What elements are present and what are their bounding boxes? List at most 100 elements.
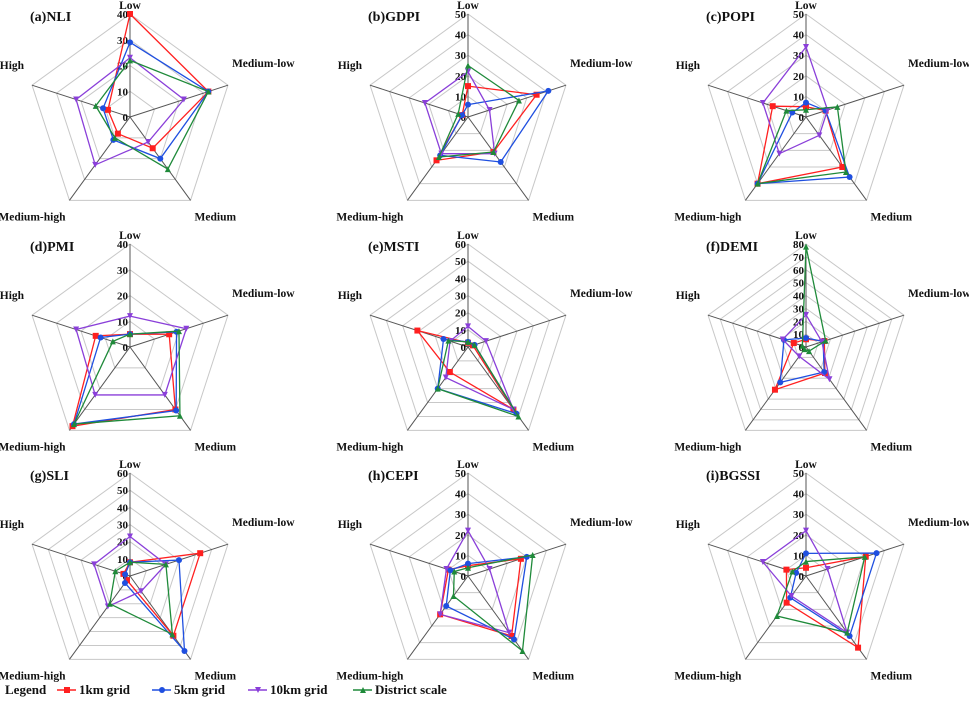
tick-label: 40 [455, 273, 467, 285]
grid-ring [31, 243, 229, 431]
axis-line [369, 84, 469, 118]
data-point-10km [437, 611, 444, 618]
series-line-district [109, 561, 174, 636]
data-point-5km [803, 334, 809, 341]
grid-ring [727, 492, 885, 644]
data-point-10km [442, 374, 449, 381]
grid-ring [756, 294, 856, 390]
tick-label: 60 [793, 265, 805, 277]
axis-label: High [0, 290, 25, 302]
tick-label: 10 [455, 550, 467, 562]
data-point-10km [92, 391, 99, 398]
data-point-district [803, 106, 809, 113]
tick-label: 60 [455, 239, 467, 251]
grid-ring [389, 492, 547, 644]
tick-label: 40 [455, 30, 467, 42]
data-point-district [164, 166, 171, 173]
axis-label: High [338, 60, 363, 72]
data-point-district [801, 346, 808, 353]
tick-label: 10 [793, 329, 805, 341]
axis-label: Medium-low [908, 517, 969, 529]
grid-ring [434, 312, 502, 376]
grid-ring [707, 243, 905, 431]
axis-label: Medium-high [336, 670, 404, 682]
axis-label: Medium [871, 441, 913, 453]
tick-label: 40 [117, 9, 129, 21]
axis-label: Medium [195, 441, 237, 453]
data-point-10km [73, 326, 80, 333]
data-point-10km [788, 592, 795, 599]
data-point-5km [873, 550, 880, 557]
tick-label: 20 [455, 308, 467, 320]
data-point-district [445, 337, 452, 344]
axis-label: Low [457, 0, 479, 12]
data-point-10km [183, 325, 190, 332]
data-point-10km [486, 565, 493, 572]
series-line-district [776, 556, 866, 634]
tick-label: 50 [455, 468, 467, 480]
tick-label: 30 [455, 50, 467, 62]
data-point-1km [127, 11, 133, 17]
grid-ring [744, 282, 868, 400]
data-point-1km [769, 103, 776, 110]
tick-label: 50 [455, 256, 467, 268]
data-point-district [773, 612, 780, 619]
data-point-1km [433, 157, 440, 164]
data-point-1km [166, 331, 173, 338]
axis-label: Medium-high [0, 441, 66, 453]
data-point-10km [443, 565, 450, 572]
axis-label: High [0, 60, 25, 72]
radar-chart-gsli: LowMedium-lowMediumMedium-highHigh010203… [0, 459, 295, 682]
chart-title: (f)DEMI [706, 240, 758, 255]
series-line-10km [445, 325, 515, 411]
tick-label: 30 [117, 35, 129, 47]
chart-title: (h)CEPI [368, 469, 419, 484]
data-point-1km [533, 91, 540, 98]
series-line-district [72, 330, 181, 425]
axis-line [69, 575, 131, 660]
data-point-1km [446, 368, 453, 375]
tick-label: 0 [799, 112, 805, 124]
tick-label: 0 [799, 571, 805, 583]
tick-label: 40 [455, 489, 467, 501]
tick-label: 20 [117, 61, 129, 73]
data-point-5km [97, 334, 104, 341]
data-point-district [803, 558, 809, 565]
chart-title: (c)POPI [706, 10, 755, 25]
axis-label: Medium-low [232, 288, 295, 300]
legend-label-district: District scale [375, 682, 447, 697]
axis-line [69, 346, 131, 431]
tick-label: 80 [793, 239, 805, 251]
data-point-5km [803, 99, 809, 106]
data-point-district [70, 421, 77, 428]
axis-line [805, 543, 905, 577]
radar-chart-hcepi: Low Medium-low Medium Medium-high High 0 10 20 3… [336, 459, 633, 682]
data-point-district [789, 568, 796, 575]
data-point-10km [465, 323, 471, 330]
data-point-10km [826, 376, 833, 383]
grid-ring [385, 260, 551, 417]
radar-chart-cpopi: LowMedium-lowMediumMedium-highHigh010203… [674, 0, 969, 223]
data-point-district [519, 647, 526, 654]
data-point-5km [181, 647, 188, 654]
tick-label: 0 [461, 342, 467, 354]
data-point-district [434, 385, 441, 392]
data-point-1km [803, 103, 809, 110]
data-point-district [465, 338, 471, 345]
data-point-10km [91, 561, 98, 568]
tick-label: 40 [117, 239, 129, 251]
tick-label: 20 [455, 530, 467, 542]
grid-ring [719, 256, 893, 421]
series-line-10km [75, 315, 188, 396]
tick-label: 0 [461, 571, 467, 583]
data-point-district [176, 412, 183, 419]
series-line-10km [781, 313, 831, 381]
chart-title: (b)GDPI [368, 10, 420, 25]
axis-label: Medium-high [0, 211, 66, 223]
axis-label: Medium [533, 441, 575, 453]
axis-label: Medium-low [908, 58, 969, 70]
legend: Legend 1km grid 5km grid 10km grid District… [5, 682, 447, 697]
tick-label: 40 [117, 502, 129, 514]
grid-ring [408, 513, 528, 627]
series-line-10km [439, 529, 511, 634]
